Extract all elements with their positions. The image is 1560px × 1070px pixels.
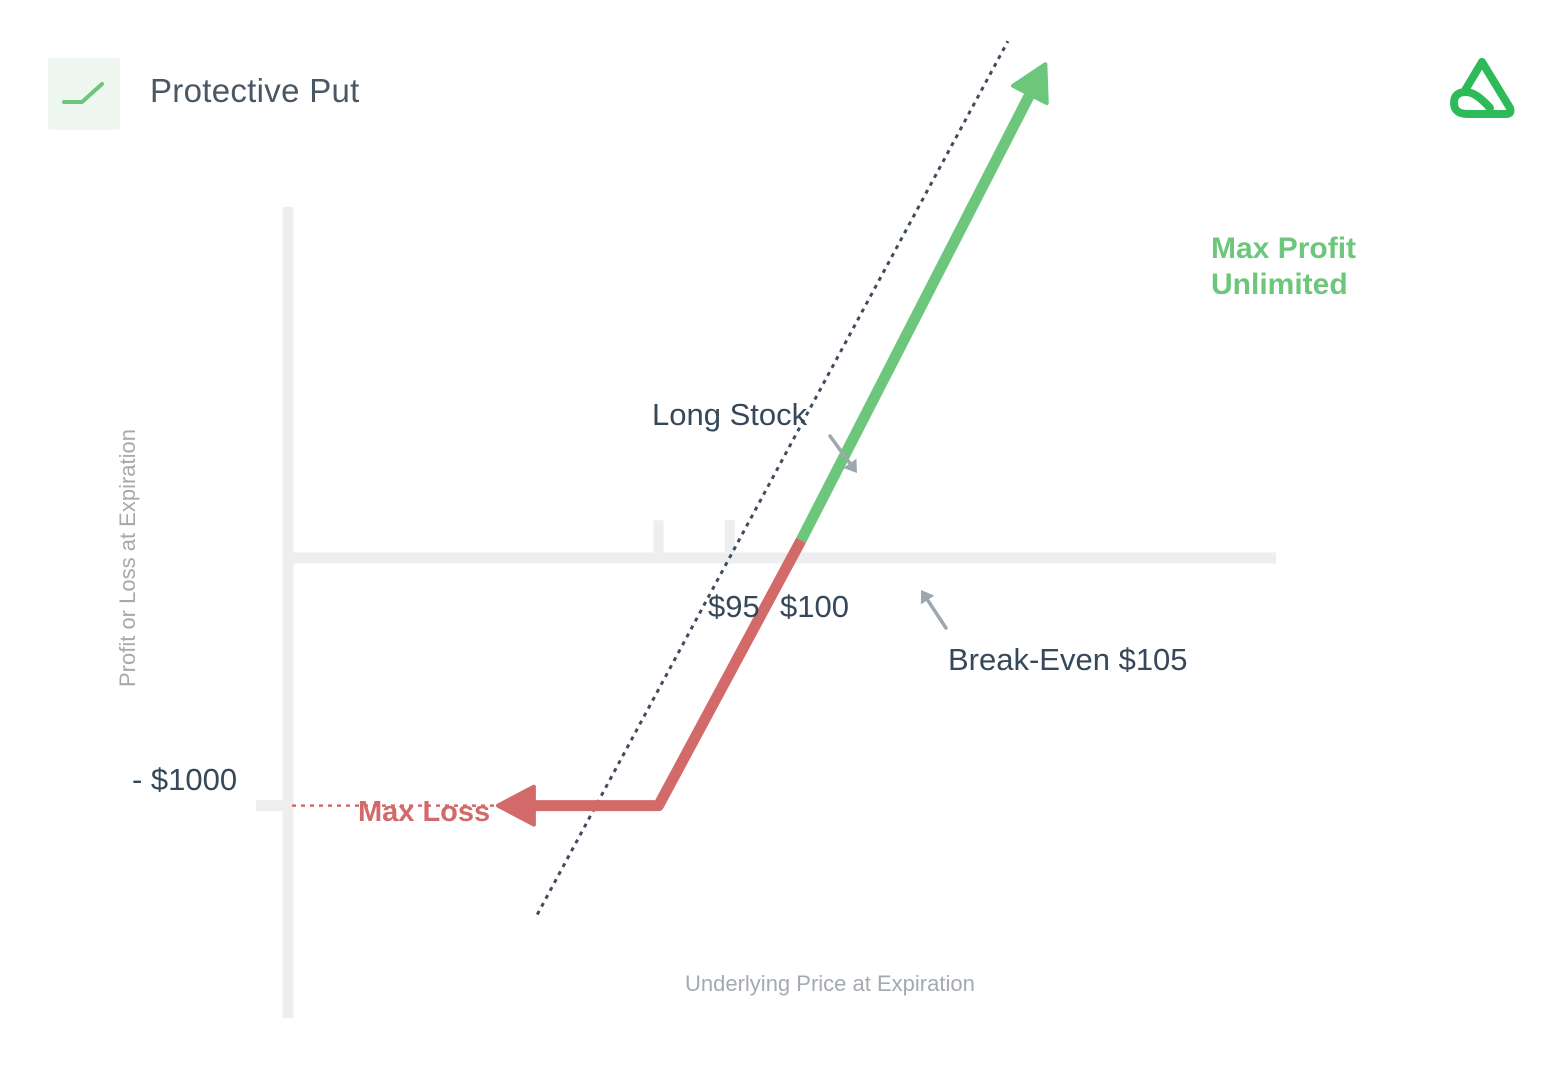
page-title: Protective Put	[150, 72, 360, 109]
long-stock-pointer-shaft	[828, 434, 852, 466]
break-even-pointer-head	[920, 590, 935, 605]
long-stock-pointer	[828, 434, 857, 473]
max-profit-label-line2: Unlimited	[1211, 268, 1348, 301]
max-profit-label-line1: Max Profit	[1211, 232, 1357, 265]
long-stock-pointer-head	[843, 458, 857, 473]
y-axis-title: Profit or Loss at Expiration	[115, 428, 140, 688]
break-even-pointer-shaft	[925, 598, 948, 630]
max-loss-arrowhead	[495, 784, 536, 827]
x-tick-label-100: $100	[780, 589, 849, 624]
y-tick-label-neg-1000: - $1000	[132, 762, 238, 797]
max-profit-arrowhead	[1010, 62, 1049, 106]
break-even-pointer	[920, 590, 948, 630]
brand-logo-icon	[1450, 58, 1515, 118]
long-stock-line	[535, 40, 1010, 916]
break-even-label: Break-Even $105	[948, 642, 1188, 677]
trend-line-icon	[62, 82, 104, 104]
x-tick-label-95: $95	[708, 589, 760, 624]
loss-line	[515, 537, 806, 812]
long-stock-label: Long Stock	[652, 397, 808, 432]
max-loss-label: Max Loss	[358, 796, 491, 828]
strategy-badge	[48, 58, 120, 130]
profit-line	[796, 91, 1035, 543]
x-axis-title: Underlying Price at Expiration	[685, 971, 975, 996]
